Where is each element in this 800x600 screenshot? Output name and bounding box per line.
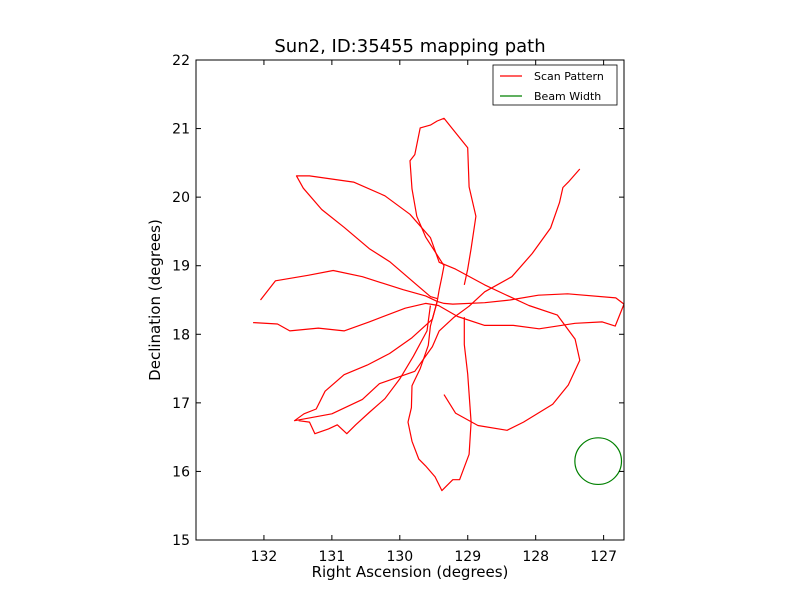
legend-label-scan-pattern: Scan Pattern — [534, 70, 604, 83]
chart-title: Sun2, ID:35455 mapping path — [274, 36, 545, 57]
plot-frame — [195, 59, 625, 541]
scan-path-segment-2 — [293, 168, 581, 422]
scan-path-segment-6 — [298, 305, 431, 435]
y-tick-label: 15 — [172, 533, 190, 549]
y-tick-label: 22 — [172, 53, 190, 69]
x-tick-label: 130 — [386, 549, 413, 565]
x-tick-label: 131 — [319, 549, 346, 565]
y-tick-label: 20 — [172, 190, 190, 206]
x-tick-label: 128 — [522, 549, 549, 565]
legend-box — [492, 64, 618, 106]
y-axis-label: Declination (degrees) — [146, 219, 164, 381]
scan-path-segment-5 — [407, 301, 472, 492]
y-tick-label: 18 — [172, 327, 190, 343]
plot-data-layer — [253, 117, 624, 492]
y-tick-label: 21 — [172, 122, 190, 138]
x-axis-label: Right Ascension (degrees) — [312, 563, 509, 581]
legend-label-beam-width: Beam Width — [534, 90, 601, 103]
legend: Scan Pattern Beam Width — [492, 64, 618, 106]
scan-path-segment-1 — [253, 269, 624, 332]
axis-ticks: 132 131 130 129 128 127 15 16 17 18 19 20 21 22 — [172, 53, 624, 565]
y-tick-label: 16 — [172, 464, 190, 480]
x-tick-label: 129 — [454, 549, 481, 565]
scan-path-segment-4 — [409, 117, 477, 302]
scan-path-segment-3 — [295, 175, 581, 431]
y-tick-label: 19 — [172, 259, 190, 275]
y-tick-label: 17 — [172, 396, 190, 412]
beam-width-circle — [574, 437, 623, 486]
x-tick-label: 132 — [251, 549, 278, 565]
x-tick-label: 127 — [590, 549, 617, 565]
